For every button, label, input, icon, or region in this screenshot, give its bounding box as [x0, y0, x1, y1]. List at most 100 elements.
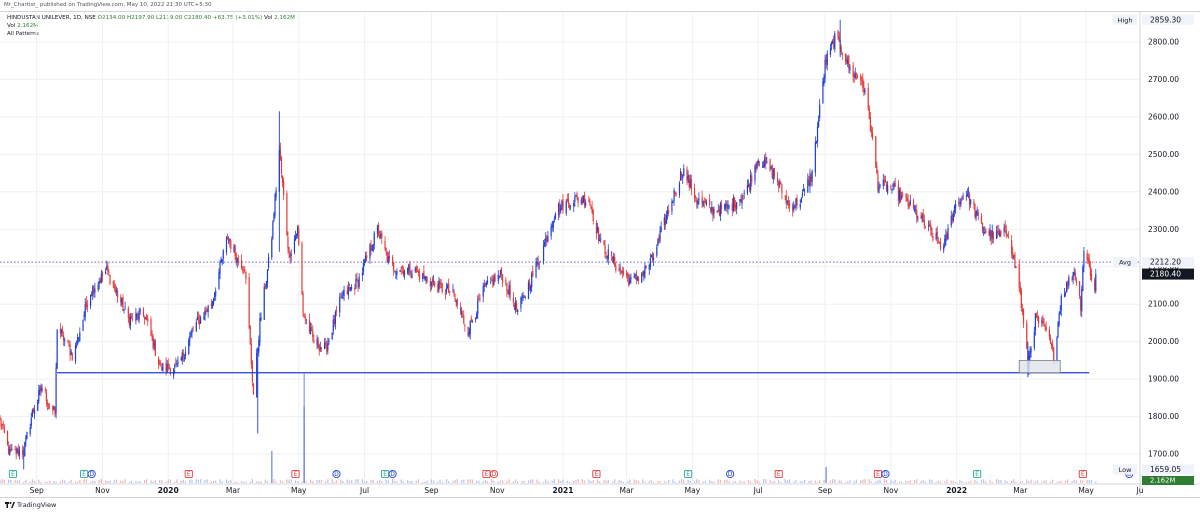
- volume-bar: [864, 479, 866, 483]
- price-chart[interactable]: E E D E E D E D E D E E D E E D E E D1700.001800.001900.00…: [0, 12, 1200, 496]
- candle-body: [381, 232, 383, 239]
- volume-bar: [422, 481, 424, 483]
- candle-body: [248, 277, 250, 328]
- candle-body: [249, 325, 251, 344]
- candle-body: [781, 184, 783, 194]
- volume-bar: [135, 481, 137, 483]
- volume-bar: [728, 481, 730, 483]
- volume-bar: [877, 480, 879, 483]
- earnings-icon[interactable]: [8, 469, 17, 479]
- volume-badge-value: 2.162M: [1150, 477, 1175, 485]
- candle-body: [1048, 329, 1051, 337]
- candle-body: [644, 265, 646, 274]
- volume-bar: [885, 479, 888, 483]
- candle-body: [682, 175, 684, 179]
- volume-bar: [907, 481, 909, 483]
- candle-body: [121, 298, 123, 305]
- candle-body: [636, 277, 639, 281]
- candle-body: [527, 282, 530, 300]
- dividend-icon[interactable]: [489, 469, 499, 479]
- volume-bar: [989, 479, 991, 483]
- dividend-icon[interactable]: [726, 469, 735, 479]
- earnings-icon[interactable]: [184, 469, 193, 479]
- candle-body: [188, 340, 190, 354]
- dividend-icon[interactable]: [388, 469, 397, 479]
- dividend-icon[interactable]: [332, 469, 341, 479]
- candle-body: [595, 222, 598, 234]
- earnings-icon[interactable]: [291, 469, 300, 479]
- candle-body: [56, 330, 58, 369]
- candle-body: [817, 119, 820, 127]
- candle-body: [628, 277, 630, 286]
- volume-bar: [130, 481, 133, 483]
- candle-body: [999, 231, 1001, 237]
- candle-body: [705, 200, 708, 205]
- earnings-icon[interactable]: [973, 469, 982, 479]
- candle-body: [91, 294, 93, 296]
- volume-bar: [816, 481, 819, 483]
- earnings-icon[interactable]: [592, 469, 601, 479]
- symbol-title[interactable]: HINDUSTAN UNILEVER, 1D, NSE: [7, 15, 96, 21]
- candle-body: [1049, 337, 1052, 344]
- x-tick-label: Mar: [620, 486, 635, 495]
- volume-bar: [366, 480, 368, 483]
- volume-bar: [83, 479, 85, 483]
- volume-indicator-label[interactable]: Vol: [7, 23, 16, 29]
- candle-body: [275, 189, 277, 197]
- candle-body: [393, 262, 395, 271]
- price-label-value: 2859.30: [1150, 15, 1181, 24]
- candle-body: [1079, 281, 1081, 296]
- candle-body: [462, 314, 464, 316]
- candle-body: [924, 226, 926, 228]
- candle-body: [810, 176, 812, 181]
- support-zone-box[interactable]: [1018, 359, 1061, 374]
- volume-bar: [288, 479, 290, 483]
- volume-bar: [40, 481, 42, 483]
- candle-body: [1064, 292, 1067, 294]
- earnings-icon[interactable]: [1078, 469, 1087, 479]
- dividend-icon[interactable]: [87, 469, 96, 479]
- candle-body: [320, 347, 323, 348]
- candle-body: [384, 240, 386, 249]
- dividend-icon[interactable]: [881, 469, 890, 479]
- candle-body: [1072, 272, 1074, 280]
- candle-body: [1094, 280, 1096, 291]
- candle-body: [1095, 274, 1097, 292]
- volume-bar: [734, 481, 737, 483]
- volume-bar: [1071, 481, 1073, 483]
- candle-body: [635, 272, 637, 280]
- earnings-icon-label: E: [485, 472, 489, 478]
- candle-body: [403, 271, 406, 276]
- candle-body: [550, 226, 552, 237]
- candle-body: [365, 255, 367, 262]
- candle-body: [200, 317, 202, 324]
- candle-body: [391, 257, 394, 264]
- candle-body: [328, 340, 330, 342]
- volume-bar: [225, 479, 228, 483]
- candle-body: [476, 313, 478, 319]
- volume-bar: [53, 480, 55, 483]
- candle-body: [302, 293, 304, 314]
- candle-body: [455, 300, 457, 303]
- volume-bar: [717, 479, 719, 483]
- candle-body: [811, 170, 813, 182]
- earnings-icon[interactable]: [774, 469, 783, 479]
- volume-bar: [898, 481, 901, 483]
- candle-body: [190, 332, 192, 336]
- candle-body: [725, 203, 727, 207]
- candle-body: [673, 189, 675, 202]
- volume-bar: [698, 480, 700, 483]
- volume-bar: [493, 480, 495, 483]
- candle-body: [219, 262, 221, 274]
- volume-bar: [683, 479, 685, 483]
- volume-bar: [920, 480, 922, 483]
- candle-body: [604, 245, 606, 255]
- patterns-indicator[interactable]: All Patterns: [7, 31, 39, 37]
- candle-body: [167, 363, 169, 370]
- candle-body: [86, 304, 88, 308]
- candle-body: [863, 86, 865, 94]
- candle-body: [589, 200, 591, 205]
- candle-body: [1041, 320, 1043, 324]
- candle-body: [182, 353, 184, 357]
- earnings-icon[interactable]: [684, 469, 693, 479]
